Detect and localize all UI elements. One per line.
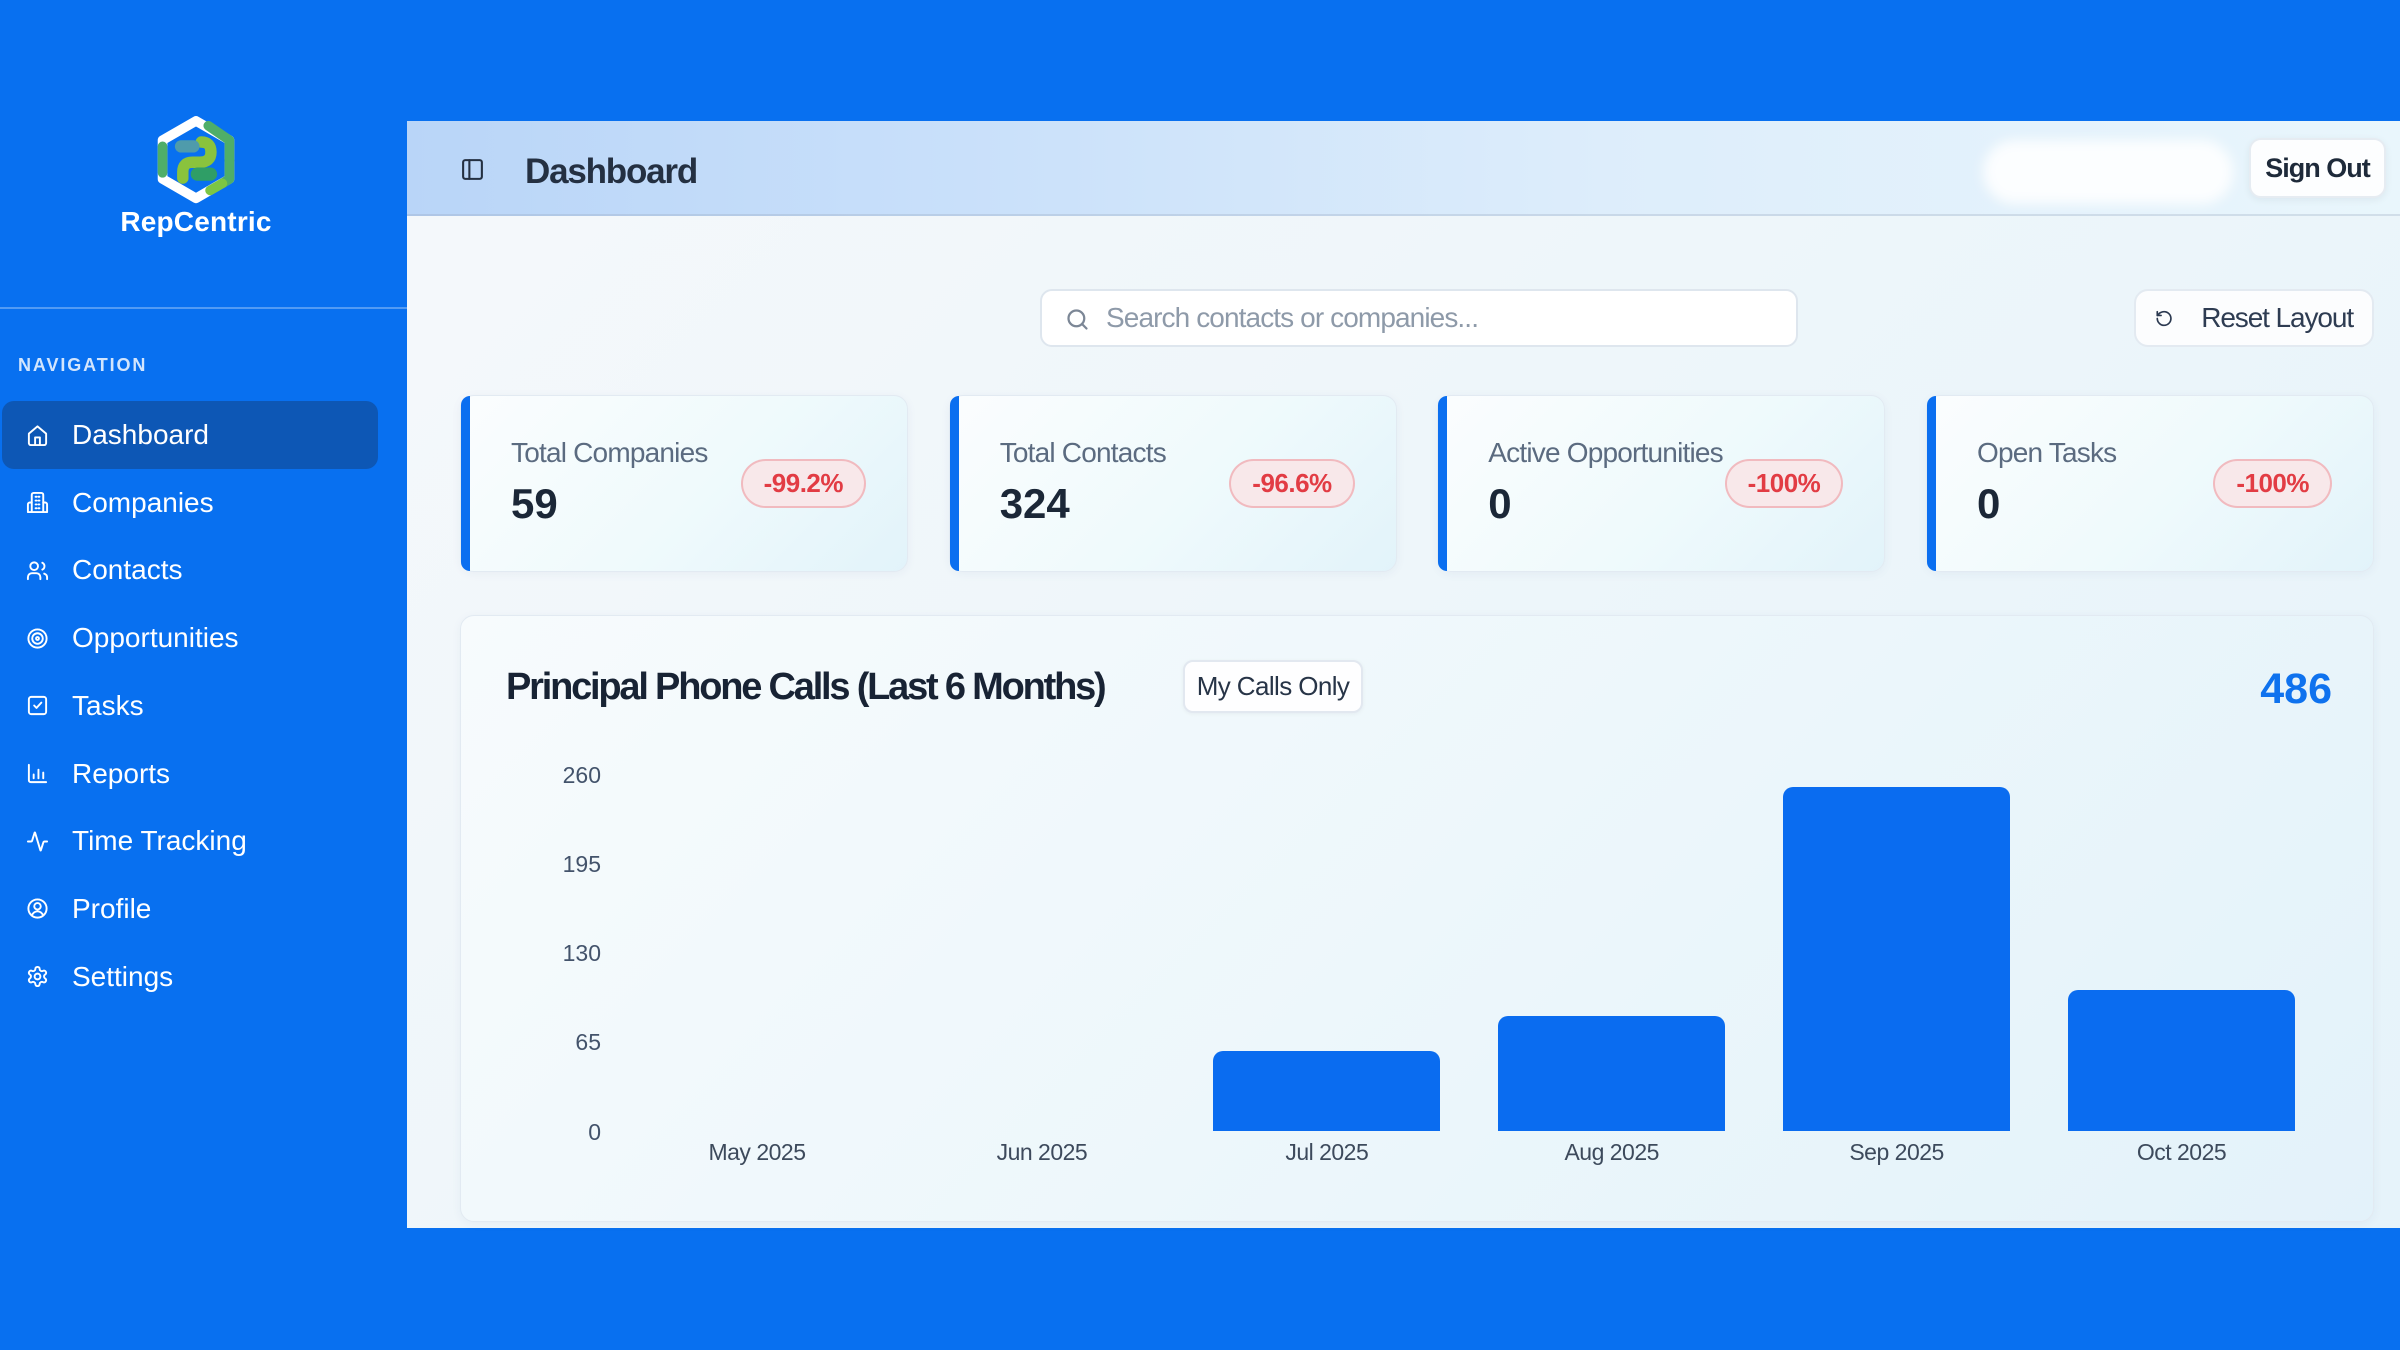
stat-card-open-tasks: Open Tasks 0 -100% (1926, 395, 2374, 572)
y-axis-tick-label: 195 (562, 850, 601, 877)
sidebar-item-reports[interactable]: Reports (2, 740, 378, 808)
stat-value: 324 (999, 480, 1070, 527)
sidebar: RepCentric NAVIGATION Dashboard Companies… (0, 0, 407, 1350)
stat-label: Total Companies (511, 437, 708, 468)
building-icon (26, 492, 49, 514)
stat-value: 0 (1488, 480, 1512, 527)
brand-name: RepCentric (120, 206, 272, 237)
y-axis-tick-label: 260 (562, 761, 601, 788)
search-box (1040, 289, 1798, 347)
sidebar-item-label: Opportunities (72, 622, 239, 654)
main-panel: Dashboard Sign Out Reset Layout Total Co… (407, 121, 2400, 1228)
target-icon (27, 628, 48, 649)
sign-out-button[interactable]: Sign Out (2249, 138, 2386, 198)
search-icon (1067, 309, 1088, 330)
stat-delta-badge: -100% (2213, 459, 2332, 508)
home-icon (27, 424, 48, 446)
x-axis-tick-label: Jul 2025 (1285, 1139, 1369, 1165)
activity-icon (26, 831, 49, 852)
gear-icon (27, 966, 48, 988)
chart-title: Principal Phone Calls (Last 6 Months) (506, 666, 1107, 708)
search-input[interactable] (1106, 293, 1786, 343)
y-axis-tick-label: 0 (588, 1118, 601, 1145)
sidebar-item-contacts[interactable]: Contacts (2, 536, 378, 604)
bar-jul-2025[interactable] (1213, 1050, 1441, 1132)
y-axis-tick-label: 130 (562, 940, 601, 967)
sidebar-item-label: Profile (72, 892, 152, 924)
x-axis-tick-label: May 2025 (708, 1139, 806, 1165)
y-axis-tick-label: 65 (575, 1029, 601, 1056)
sidebar-item-label: Companies (72, 486, 214, 518)
x-axis-tick-label: Aug 2025 (1564, 1139, 1659, 1165)
reset-layout-button[interactable]: Reset Layout (2134, 289, 2374, 347)
stat-delta-badge: -100% (1724, 459, 1844, 508)
reset-layout-label: Reset Layout (2201, 302, 2354, 333)
x-axis-tick-label: Sep 2025 (1849, 1139, 1944, 1165)
stat-card-active-opportunities: Active Opportunities 0 -100% (1437, 395, 1886, 572)
bar-aug-2025[interactable] (1498, 1016, 1726, 1132)
sidebar-item-companies[interactable]: Companies (2, 469, 378, 537)
top-header: Dashboard Sign Out (407, 121, 2400, 216)
sidebar-item-label: Contacts (72, 554, 183, 586)
stat-card-total-contacts: Total Contacts 324 -96.6% (948, 395, 1397, 572)
users-icon (26, 561, 49, 580)
bar-sep-2025[interactable] (1783, 786, 2011, 1132)
sidebar-item-label: Dashboard (72, 419, 209, 450)
sidebar-item-label: Settings (72, 960, 174, 992)
sidebar-item-time-tracking[interactable]: Time Tracking (2, 807, 378, 875)
x-axis-tick-label: Jun 2025 (996, 1139, 1088, 1165)
my-calls-only-button[interactable]: My Calls Only (1183, 660, 1363, 713)
stat-label: Total Contacts (999, 437, 1167, 468)
repcentric-logo-icon (157, 116, 235, 204)
sidebar-toggle-icon[interactable] (460, 157, 485, 182)
check-square-icon (27, 696, 48, 716)
stat-value: 0 (1977, 480, 2001, 527)
stat-delta-badge: -99.2% (740, 459, 866, 508)
sidebar-item-dashboard[interactable]: Dashboard (2, 401, 378, 469)
chart-card: Principal Phone Calls (Last 6 Months) My… (460, 615, 2374, 1222)
chart-total-value: 486 (2260, 665, 2332, 713)
user-circle-icon (27, 898, 48, 919)
sidebar-divider (0, 307, 407, 309)
stat-card-total-companies: Total Companies 59 -99.2% (460, 395, 908, 572)
sidebar-item-label: Reports (72, 757, 171, 789)
sidebar-item-label: Time Tracking (72, 825, 247, 857)
user-email-redacted (1983, 140, 2233, 204)
reset-icon (2156, 310, 2172, 326)
sidebar-item-profile[interactable]: Profile (2, 875, 378, 943)
stat-label: Active Opportunities (1488, 437, 1723, 468)
nav-section-label: NAVIGATION (18, 355, 148, 375)
page-title: Dashboard (525, 152, 698, 191)
bar-oct-2025[interactable] (2068, 990, 2295, 1132)
sidebar-item-settings[interactable]: Settings (2, 943, 378, 1011)
sidebar-item-label: Tasks (72, 689, 144, 721)
x-axis-tick-label: Oct 2025 (2136, 1139, 2227, 1165)
stat-label: Open Tasks (1977, 437, 2117, 468)
sidebar-item-tasks[interactable]: Tasks (2, 672, 378, 740)
bar-chart-icon (27, 763, 48, 784)
stat-delta-badge: -96.6% (1229, 459, 1355, 508)
sidebar-item-opportunities[interactable]: Opportunities (2, 604, 378, 672)
stat-value: 59 (511, 480, 558, 527)
